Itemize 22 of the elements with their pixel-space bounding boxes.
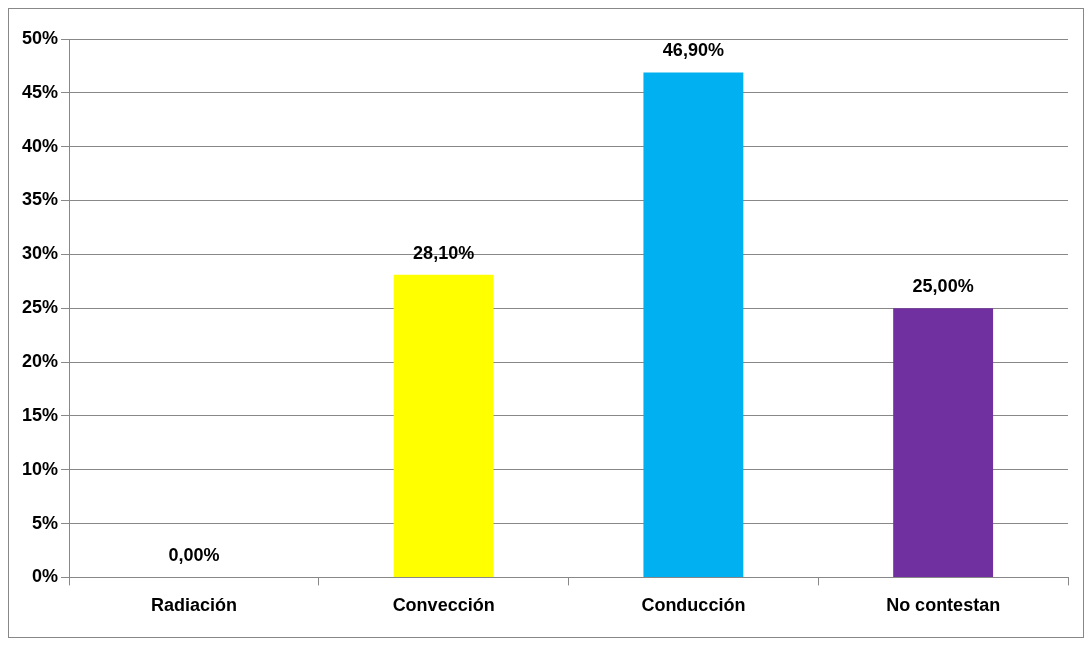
x-tick-label: Conducción (641, 595, 746, 616)
y-tick-label: 20% (22, 351, 59, 372)
bar (393, 274, 494, 577)
y-tick-label: 5% (32, 512, 59, 533)
data-label: 28,10% (413, 242, 475, 263)
y-tick-label: 25% (22, 297, 59, 318)
y-tick-label: 15% (22, 404, 59, 425)
x-tick-label: Radiación (150, 595, 237, 616)
data-label: 46,90% (662, 40, 724, 61)
y-tick-label: 30% (22, 243, 59, 264)
y-tick-label: 10% (22, 458, 59, 479)
bar (893, 308, 994, 577)
data-label: 25,00% (912, 276, 974, 297)
bar (643, 72, 744, 577)
y-tick-label: 50% (22, 27, 59, 48)
y-tick-label: 40% (22, 135, 59, 156)
x-tick-label: No contestan (886, 595, 1001, 616)
x-tick-label: Convección (392, 595, 495, 616)
data-label: 0,00% (168, 545, 220, 566)
y-tick-label: 35% (22, 189, 59, 210)
y-tick-label: 0% (32, 566, 59, 587)
y-tick-label: 45% (22, 81, 59, 102)
